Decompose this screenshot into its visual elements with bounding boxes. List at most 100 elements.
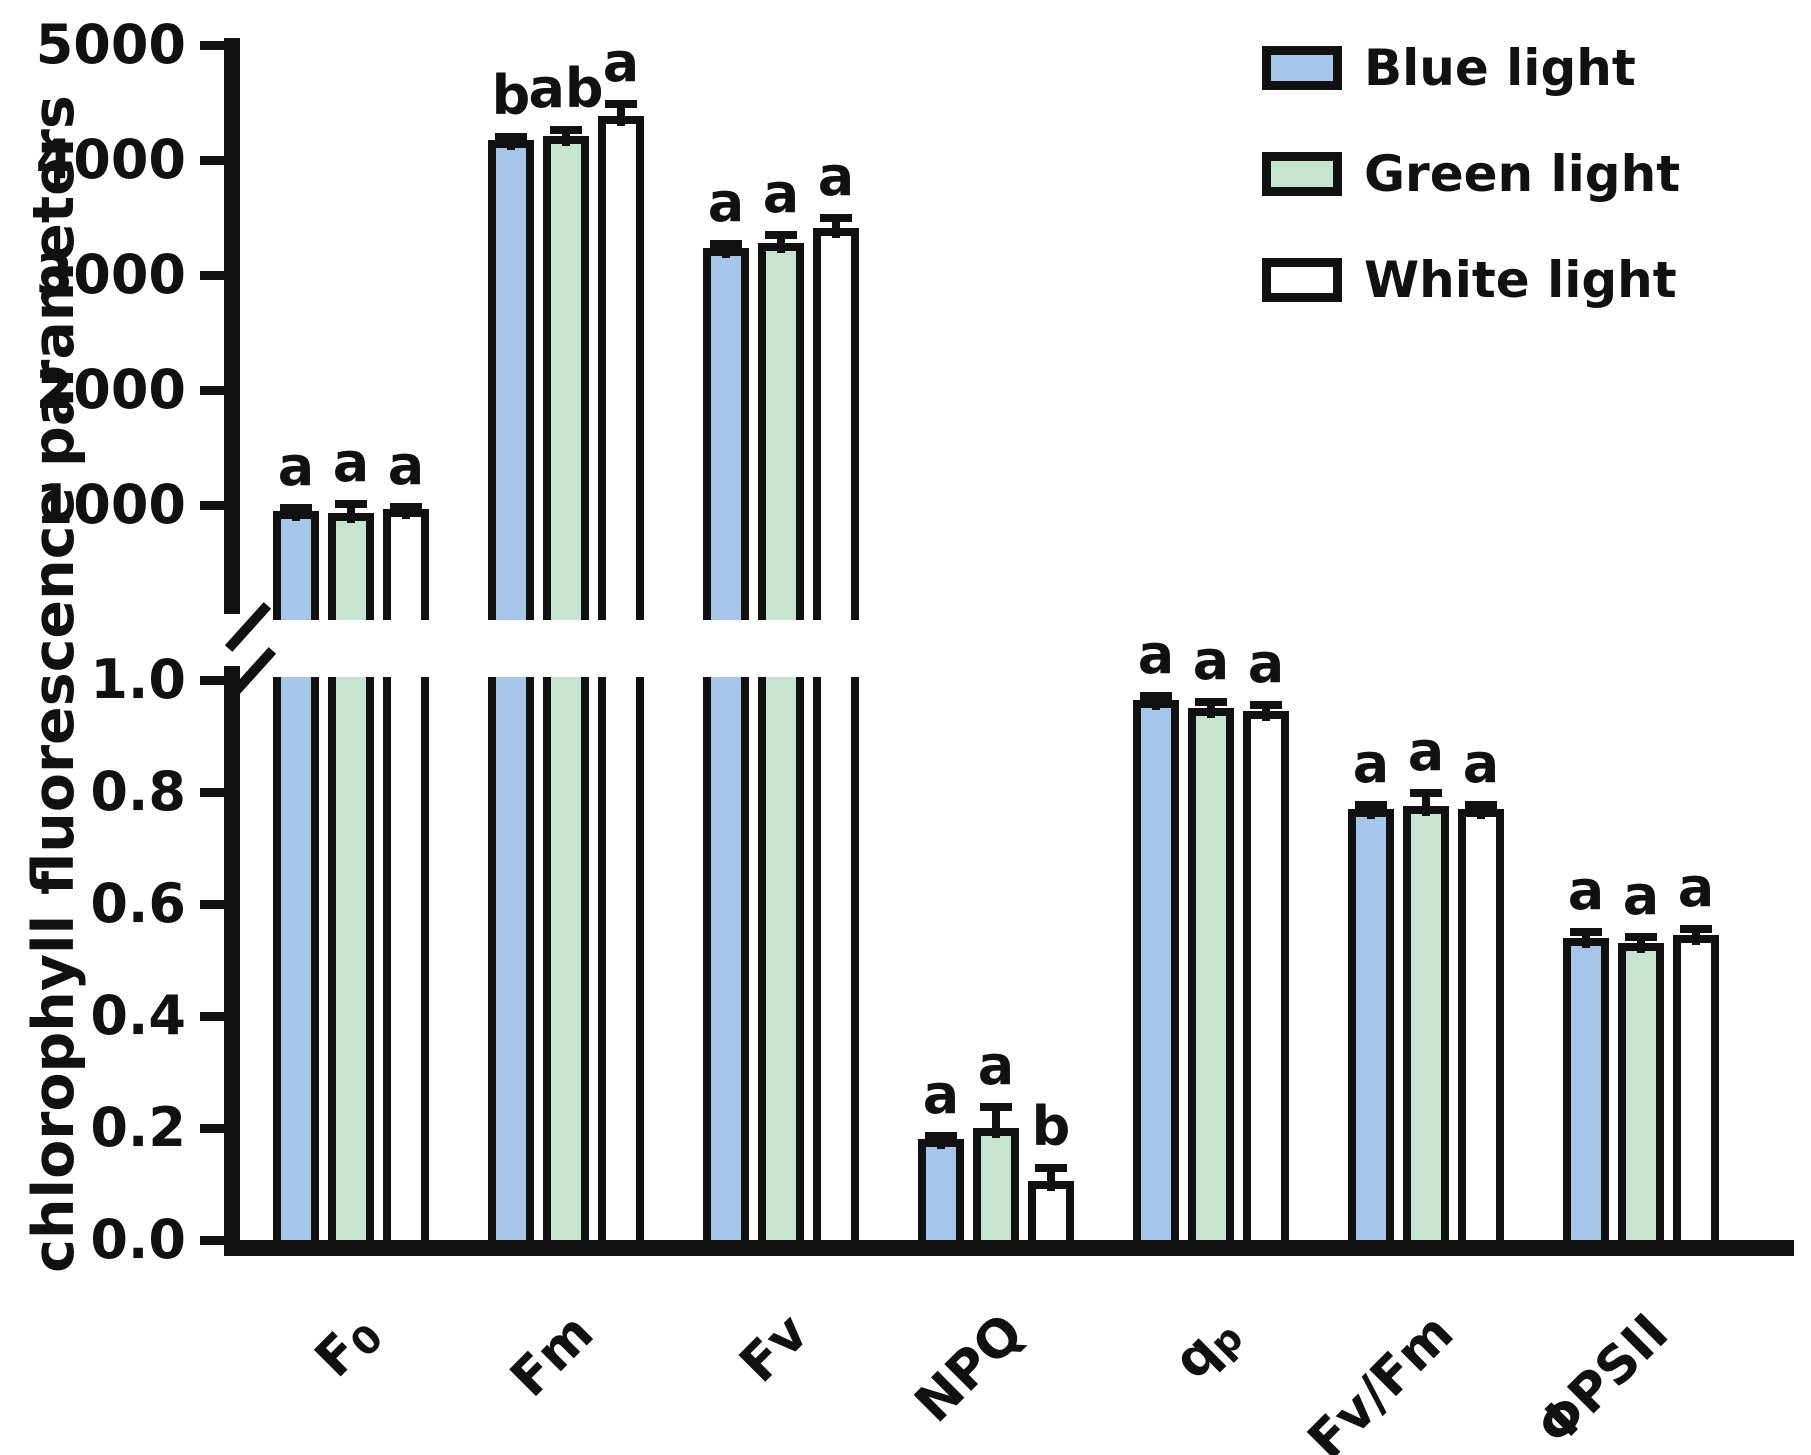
bar-upper-segment [383,509,429,620]
error-bar-cap [1195,698,1227,706]
legend-row-blue: Blue light [1262,40,1802,100]
error-bar-cap [1250,701,1282,709]
x-axis-line [224,1240,1794,1256]
x-category-label: Fv/Fm [1212,1302,1466,1455]
bar [1618,943,1664,1244]
significance-letter: a [602,31,640,94]
error-bar-cap [1410,789,1442,797]
error-bar-cap [335,500,367,508]
error-bar-stem [562,130,570,146]
error-bar-stem [617,104,625,126]
error-bar-cap [280,504,312,512]
legend-swatch-white [1262,258,1342,302]
error-bar-cap [820,214,852,222]
x-category-label-main: Fv/Fm [1296,1302,1466,1455]
significance-letter: a [1622,864,1660,927]
x-category-label: qp [997,1304,1251,1455]
legend-label-green: Green light [1364,145,1681,203]
error-bar-stem [937,1136,945,1149]
error-bar-cap [1625,933,1657,941]
lower-axis-tick [200,1012,224,1021]
lower-axis-tick-label: 1.0 [90,648,186,711]
error-bar-stem [292,508,300,521]
error-bar-stem [777,235,785,253]
error-bar-stem [402,507,410,519]
error-bar-stem [992,1107,1000,1138]
lower-axis-tick [200,900,224,909]
error-bar-stem [1047,1168,1055,1191]
error-bar-cap [1035,1164,1067,1172]
x-category-label-main: Fm [499,1302,606,1409]
bar [1133,700,1179,1244]
error-bar-cap [1680,925,1712,933]
significance-letter: a [1247,632,1285,695]
significance-letter: a [277,435,315,498]
bar-upper-segment [328,513,374,620]
x-category-label: Fv [567,1302,821,1455]
upper-axis-tick [200,501,224,510]
bar [1188,708,1234,1244]
error-bar-cap [710,240,742,248]
error-bar-stem [1582,932,1590,948]
significance-letter: a [1137,623,1175,686]
bar [1458,809,1504,1244]
x-category-label: Fm [352,1302,606,1455]
error-bar-stem [1207,702,1215,718]
upper-axis-tick-label: 1000 [35,473,186,536]
bar-upper-segment [543,136,589,620]
bar [1348,809,1394,1244]
x-category-label: F0 [137,1304,392,1455]
error-bar-stem [1152,696,1160,710]
lower-axis-tick-label: 0.8 [90,760,186,823]
bar-lower-segment [328,677,374,1244]
x-category-label-main: Fv [728,1302,821,1395]
bar [1403,806,1449,1244]
bar [1673,935,1719,1244]
legend-label-blue: Blue light [1364,39,1636,97]
error-bar-stem [1422,793,1430,816]
significance-letter: ab [528,57,604,120]
bar-upper-segment [758,243,804,620]
legend-row-green: Green light [1262,146,1802,206]
bar-lower-segment [813,677,859,1244]
significance-letter: a [1407,720,1445,783]
bar-lower-segment [758,677,804,1244]
error-bar-stem [1477,805,1485,819]
significance-letter: a [332,431,370,494]
bar [1563,938,1609,1244]
lower-axis-tick-label: 0.0 [90,1208,186,1271]
bar-upper-segment [813,228,859,620]
bar [1028,1181,1074,1244]
lower-axis-tick [200,788,224,797]
upper-axis-tick-label: 2000 [35,358,186,421]
lower-axis-tick-label: 0.6 [90,872,186,935]
x-category-label: ΦPSII [1427,1302,1681,1455]
error-bar-cap [1570,928,1602,936]
significance-letter: a [1462,732,1500,795]
significance-letter: a [387,434,425,497]
lower-y-axis-line [224,666,240,1256]
error-bar-stem [1692,929,1700,945]
lower-axis-tick [200,1124,224,1133]
upper-axis-tick [200,271,224,280]
error-bar-cap [925,1132,957,1140]
significance-letter: a [977,1034,1015,1097]
error-bar-stem [832,218,840,238]
legend-swatch-blue [1262,46,1342,90]
significance-letter: a [922,1063,960,1126]
error-bar-cap [390,503,422,511]
bar-lower-segment [488,677,534,1244]
lower-axis-tick-label: 0.2 [90,1096,186,1159]
bar-lower-segment [703,677,749,1244]
bar-lower-segment [273,677,319,1244]
bar-lower-segment [383,677,429,1244]
error-bar-stem [507,137,515,150]
significance-letter: a [1352,732,1390,795]
x-category-label: NPQ [782,1302,1036,1455]
bar-upper-segment [273,511,319,620]
bar-upper-segment [703,248,749,620]
x-category-label-main: ΦPSII [1525,1302,1681,1455]
x-category-label-main: NPQ [903,1302,1036,1435]
bar [1243,711,1289,1244]
